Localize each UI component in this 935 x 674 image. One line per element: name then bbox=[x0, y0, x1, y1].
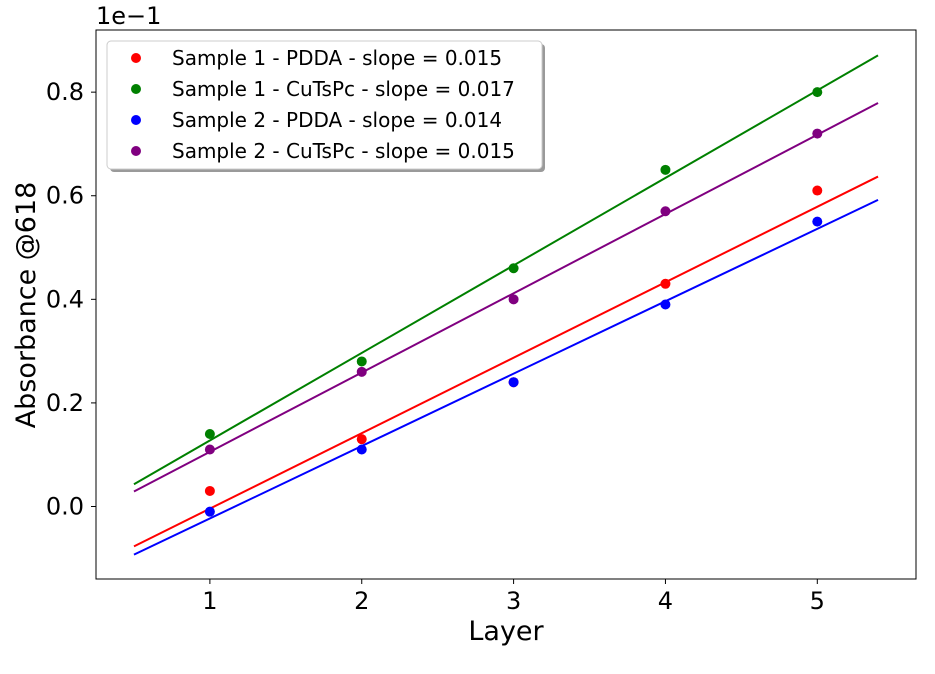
series-2-point bbox=[660, 164, 671, 175]
series-4-point bbox=[204, 444, 215, 455]
y-tick-label: 0.2 bbox=[46, 389, 84, 417]
y-tick-label: 0.0 bbox=[46, 492, 84, 520]
y-tick-label: 0.8 bbox=[46, 78, 84, 106]
series-3-point bbox=[204, 506, 215, 517]
series-2-point bbox=[812, 87, 823, 98]
legend-entry-label: Sample 2 - CuTsPc - slope = 0.015 bbox=[172, 139, 515, 163]
series-2-point bbox=[204, 428, 215, 439]
series-3-point bbox=[812, 216, 823, 227]
x-tick-label: 5 bbox=[810, 587, 825, 615]
series-4-fit-line bbox=[133, 102, 879, 493]
y-tick-label: 0.6 bbox=[46, 182, 84, 210]
series-4-point bbox=[812, 128, 823, 139]
plot-area bbox=[133, 54, 879, 556]
legend-marker bbox=[131, 84, 141, 94]
series-3-point bbox=[356, 444, 367, 455]
legend-box bbox=[106, 40, 543, 170]
x-tick-label: 1 bbox=[202, 587, 217, 615]
series-4-point bbox=[660, 206, 671, 217]
series-4-point bbox=[356, 366, 367, 377]
legend-marker bbox=[131, 53, 141, 63]
y-offset-label: 1e−1 bbox=[96, 2, 161, 30]
series-3-point bbox=[508, 377, 519, 388]
plot-frame bbox=[95, 29, 917, 580]
legend-entry-label: Sample 1 - CuTsPc - slope = 0.017 bbox=[172, 77, 515, 101]
series-2-fit-line bbox=[133, 54, 879, 486]
series-1-point bbox=[660, 278, 671, 289]
legend-entry-label: Sample 2 - PDDA - slope = 0.014 bbox=[172, 108, 502, 132]
series-1-fit-line bbox=[133, 175, 879, 548]
x-tick-label: 4 bbox=[658, 587, 673, 615]
axis-ticks: 1 2 3 4 5 0.0 0.2 0.4 0.6 0.8 bbox=[46, 78, 825, 615]
y-tick-label: 0.4 bbox=[46, 285, 84, 313]
series-1-point bbox=[356, 434, 367, 445]
y-axis-label: Absorbance @618 bbox=[11, 182, 42, 429]
series-2-point bbox=[356, 356, 367, 367]
series-1-point bbox=[812, 185, 823, 196]
series-2-point bbox=[508, 263, 519, 274]
series-1-point bbox=[204, 485, 215, 496]
legend-entry-label: Sample 1 - PDDA - slope = 0.015 bbox=[172, 46, 502, 70]
series-3-fit-line bbox=[133, 198, 879, 556]
legend-marker bbox=[131, 115, 141, 125]
x-axis-label: Layer bbox=[468, 616, 544, 647]
x-tick-label: 3 bbox=[506, 587, 521, 615]
x-tick-label: 2 bbox=[354, 587, 369, 615]
legend: Sample 1 - PDDA - slope = 0.015 Sample 1 … bbox=[106, 40, 545, 172]
legend-marker bbox=[131, 146, 141, 156]
series-3-point bbox=[660, 299, 671, 310]
series-4-point bbox=[508, 294, 519, 305]
